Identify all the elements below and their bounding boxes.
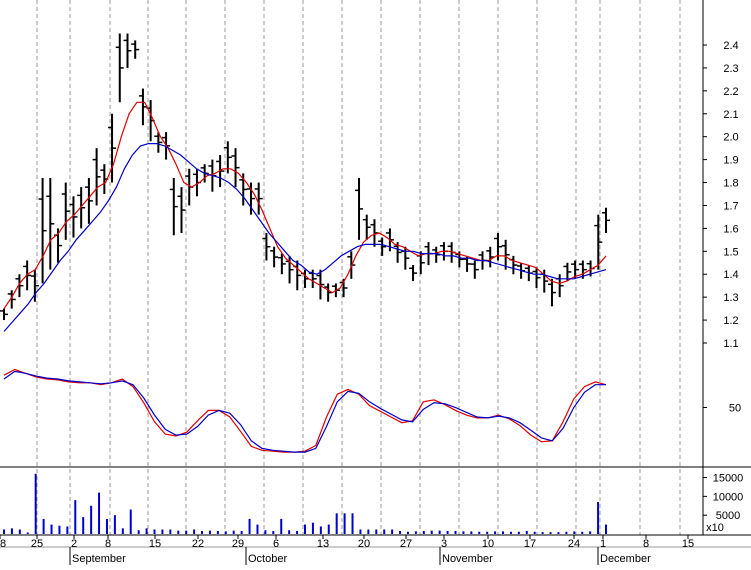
x-day-label: 18 [0,538,6,550]
vol-tick-label: 5000 [716,510,740,522]
oscillator-panel [3,368,607,453]
vol-tick-label: 10000 [713,491,744,503]
price-tick-label: 1.8 [723,178,738,190]
price-tick-label: 2.4 [723,40,738,52]
x-month-label: October [248,553,287,565]
x-day-label: 22 [192,538,204,550]
ma-slow-line [3,143,607,332]
x-day-label: 29 [232,538,244,550]
price-panel [0,33,610,332]
x-day-label: 6 [273,538,279,550]
price-tick-label: 2.3 [723,63,738,75]
price-tick-label: 2.2 [723,86,738,98]
ma-fast-line [3,101,607,309]
price-tick-label: 1.9 [723,155,738,167]
x-day-label: 13 [317,538,329,550]
x-day-label: 1 [600,538,606,550]
x-day-label: 24 [568,538,580,550]
price-tick-label: 2.0 [723,132,738,144]
x-day-label: 25 [31,538,43,550]
x-month-label: December [600,553,651,565]
price-tick-label: 1.7 [723,200,738,212]
price-tick-label: 1.2 [723,315,738,327]
x-day-label: 20 [358,538,370,550]
price-tick-label: 1.6 [723,223,738,235]
x-month-label: September [72,553,126,565]
price-tick-label: 1.3 [723,292,738,304]
volume-panel [3,473,607,534]
x-day-label: 17 [524,538,536,550]
osc-tick-label: 50 [729,403,741,415]
price-tick-label: 2.1 [723,109,738,121]
oscillator-line-1 [3,370,606,453]
vol-unit-label: x10 [706,522,724,534]
vol-tick-label: 15000 [713,473,744,485]
price-tick-label: 1.5 [723,246,738,258]
x-day-label: 8 [643,538,649,550]
x-day-label: 10 [482,538,494,550]
price-tick-label: 1.1 [723,338,738,350]
oscillator-line-0 [3,368,607,453]
x-day-label: 15 [682,538,694,550]
x-day-label: 15 [149,538,161,550]
x-day-label: 2 [71,538,77,550]
x-day-label: 27 [400,538,412,550]
x-month-label: November [442,553,493,565]
x-day-label: 8 [105,538,111,550]
price-tick-label: 1.4 [723,269,738,281]
x-day-label: 3 [441,538,447,550]
